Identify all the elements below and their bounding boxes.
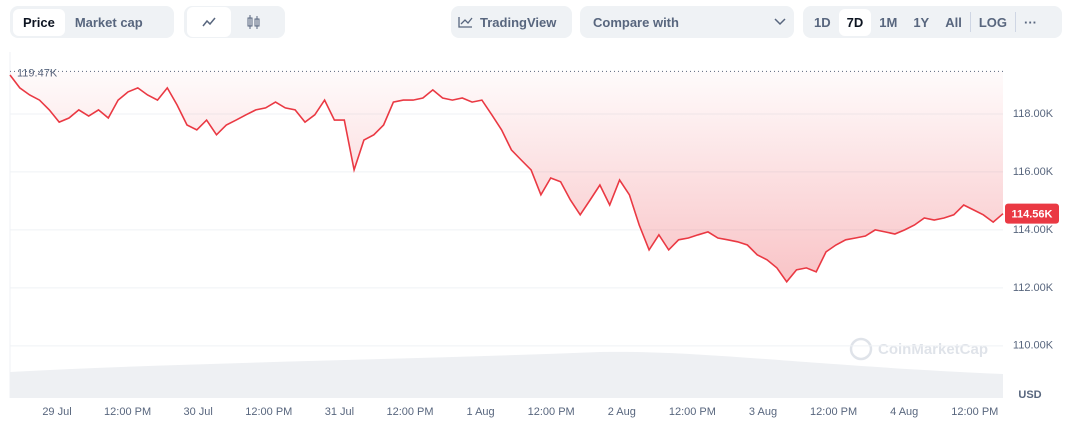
watermark: CoinMarketCap — [849, 337, 988, 361]
y-tick-label: 110.00K — [1013, 340, 1054, 352]
x-tick-label: 12:00 PM — [810, 406, 857, 418]
icon — [247, 15, 260, 29]
range[interactable]: 1D — [814, 14, 831, 30]
x-tick-label: 4 Aug — [890, 406, 918, 418]
range-group: 1D 7D 1M 1Y All LOG ··· — [803, 6, 1062, 38]
y-tick-label: 114.00K — [1013, 224, 1054, 236]
last-price-label: 114.56K — [1012, 209, 1053, 221]
x-tick-label: 29 Jul — [42, 406, 71, 418]
price-line — [9, 74, 1004, 284]
tab[interactable]: Market cap — [74, 14, 143, 30]
area-fill — [10, 71, 1003, 282]
compare-dropdown[interactable]: Compare with — [580, 6, 794, 38]
last-price-tag — [1005, 203, 1059, 224]
x-tick-label: 12:00 PM — [386, 406, 433, 418]
tab[interactable]: Price — [13, 8, 65, 36]
range[interactable]: All — [945, 14, 962, 30]
candle-icon[interactable] — [231, 7, 275, 37]
icon — [202, 17, 216, 27]
range[interactable]: 7D — [838, 8, 872, 36]
icon — [458, 17, 473, 28]
y-tick-label: 118.00K — [1013, 108, 1054, 120]
volume-area — [10, 351, 1003, 398]
line-icon[interactable] — [187, 7, 231, 37]
x-tick-label: 3 Aug — [749, 406, 777, 418]
tab-group: Price Market cap — [10, 6, 174, 38]
chart: CoinMarketCap USD 110.00K 112.00K 114.00K 1… — [9, 52, 1059, 418]
divider — [969, 12, 971, 32]
range[interactable]: 1M — [879, 14, 898, 30]
label: Compare with — [593, 14, 679, 30]
x-tick-label: 2 Aug — [608, 406, 636, 418]
range[interactable]: 1Y — [913, 14, 930, 30]
x-tick-label: 12:00 PM — [245, 406, 292, 418]
currency: USD — [1018, 389, 1041, 401]
x-tick-label: 12:00 PM — [528, 406, 575, 418]
label: TradingView — [480, 14, 557, 30]
watermark-text: CoinMarketCap — [878, 341, 988, 358]
more[interactable]: ··· — [1024, 14, 1038, 30]
tradingview-button[interactable]: TradingView — [451, 6, 572, 38]
x-tick-label: 31 Jul — [325, 406, 354, 418]
y-tick-label: 116.00K — [1013, 166, 1054, 178]
x-tick-label: 12:00 PM — [104, 406, 151, 418]
log-toggle[interactable]: LOG — [978, 14, 1008, 30]
x-tick-label: 12:00 PM — [669, 406, 716, 418]
x-tick-label: 12:00 PM — [951, 406, 998, 418]
y-tick-label: 112.00K — [1013, 282, 1054, 294]
chart-type-group — [184, 6, 285, 38]
divider — [1015, 12, 1017, 32]
x-tick-label: 30 Jul — [184, 406, 213, 418]
x-tick-label: 1 Aug — [467, 406, 495, 418]
chevron — [774, 18, 786, 26]
